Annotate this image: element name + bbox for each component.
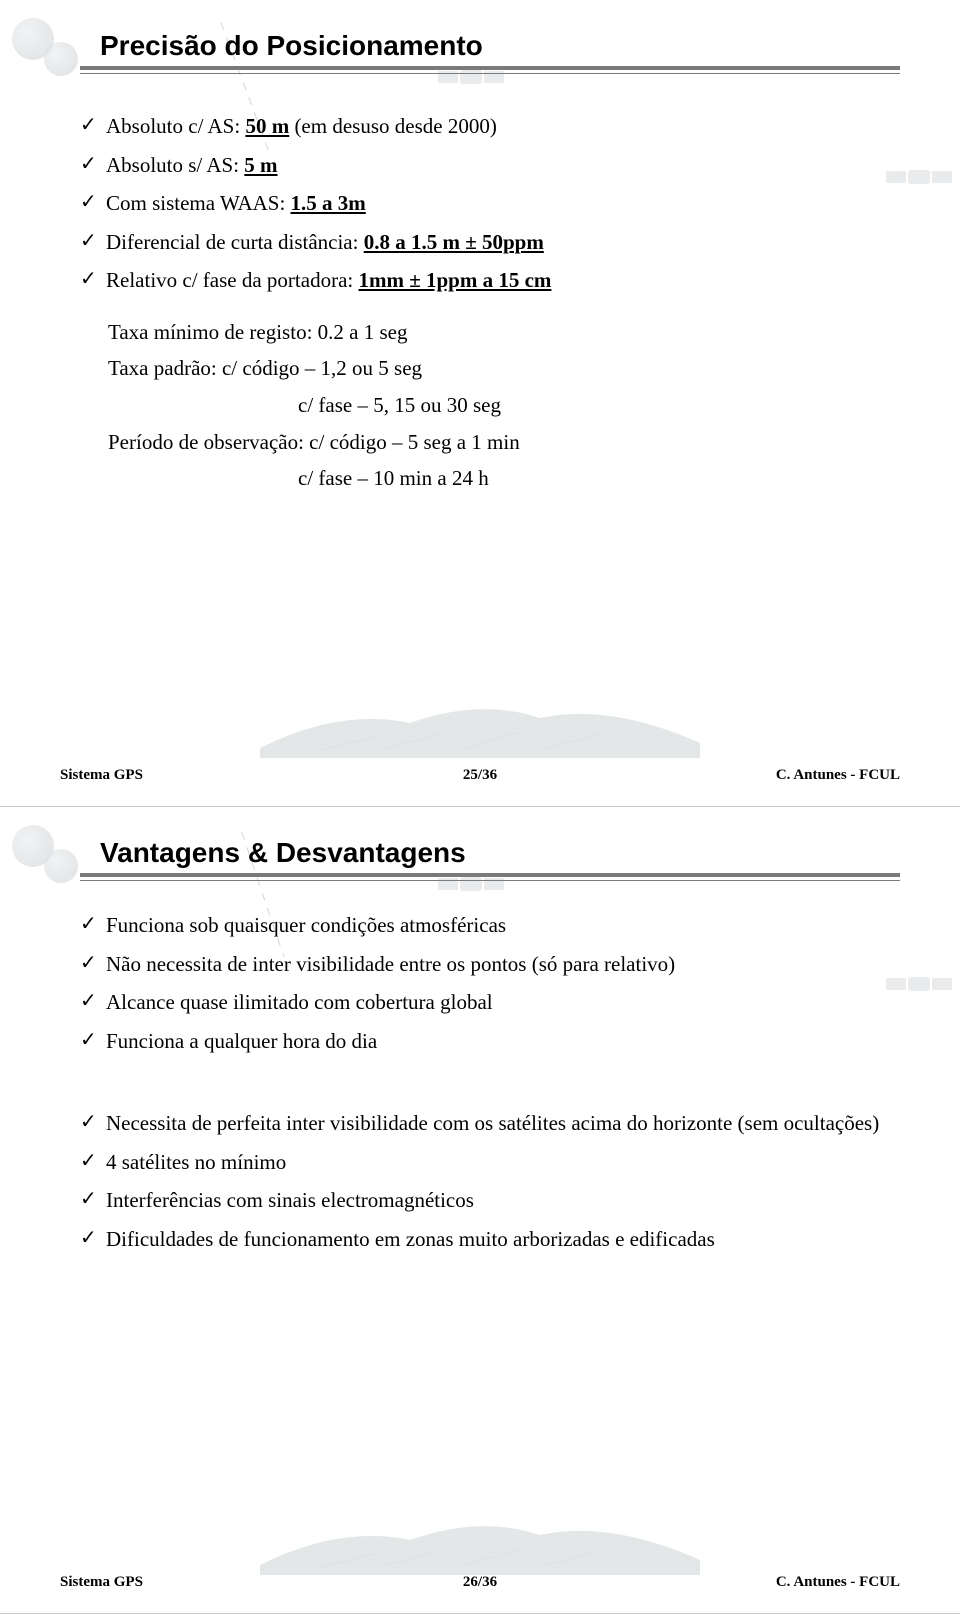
- check-icon: ✓: [80, 226, 106, 257]
- check-icon: ✓: [80, 1146, 106, 1177]
- check-icon: ✓: [80, 948, 106, 979]
- bullet-text: Alcance quase ilimitado com cobertura gl…: [106, 986, 900, 1019]
- advantages-list: ✓ Funciona sob quaisquer condições atmos…: [80, 909, 900, 1057]
- bullet-text: Funciona sob quaisquer condições atmosfé…: [106, 909, 900, 942]
- satellite-icon: [460, 70, 482, 84]
- bullet-value: 5 m: [244, 153, 277, 177]
- slide-content: ✓ Absoluto c/ AS: 50 m (em desuso desde …: [80, 110, 900, 496]
- disadvantages-list: ✓ Necessita de perfeita inter visibilida…: [80, 1107, 900, 1255]
- bullet-item: ✓ Diferencial de curta distância: 0.8 a …: [80, 226, 900, 259]
- sub-details: Taxa mínimo de registo: 0.2 a 1 seg Taxa…: [108, 315, 900, 496]
- slide-footer: Sistema GPS 25/36 C. Antunes - FCUL: [60, 767, 900, 784]
- bullet-prefix: Absoluto s/ AS:: [106, 153, 244, 177]
- satellite-icon: [460, 877, 482, 891]
- bullet-prefix: Com sistema WAAS:: [106, 191, 291, 215]
- slide-title: Precisão do Posicionamento: [100, 30, 900, 62]
- bullet-value: 1.5 a 3m: [291, 191, 366, 215]
- bullet-text: 4 satélites no mínimo: [106, 1146, 900, 1179]
- check-icon: ✓: [80, 264, 106, 295]
- bullet-value: 1mm ± 1ppm a 15 cm: [358, 268, 551, 292]
- footer-page: 25/36: [463, 767, 497, 784]
- sub-line: Período de observação: c/ código – 5 seg…: [108, 425, 900, 460]
- bullet-value: 50 m: [245, 114, 289, 138]
- satellite-icon: [908, 170, 930, 184]
- bullet-suffix: (em desuso desde 2000): [289, 114, 497, 138]
- footer-right: C. Antunes - FCUL: [776, 1574, 900, 1591]
- slide-2: Vantagens & Desvantagens ✓ Funciona sob …: [0, 807, 960, 1614]
- bullet-text: Dificuldades de funcionamento em zonas m…: [106, 1223, 900, 1256]
- check-icon: ✓: [80, 986, 106, 1017]
- bullet-item: ✓ Alcance quase ilimitado com cobertura …: [80, 986, 900, 1019]
- bullet-item: ✓ Não necessita de inter visibilidade en…: [80, 948, 900, 981]
- emblem-icon: [44, 849, 78, 883]
- slide-title: Vantagens & Desvantagens: [100, 837, 900, 869]
- check-icon: ✓: [80, 110, 106, 141]
- footer-left: Sistema GPS: [60, 767, 143, 784]
- bullet-text: Necessita de perfeita inter visibilidade…: [106, 1107, 900, 1140]
- slide-content: ✓ Funciona sob quaisquer condições atmos…: [80, 909, 900, 1255]
- bullet-item: ✓ Relativo c/ fase da portadora: 1mm ± 1…: [80, 264, 900, 297]
- slide-1: Precisão do Posicionamento ✓ Absoluto c/…: [0, 0, 960, 807]
- check-icon: ✓: [80, 1025, 106, 1056]
- bullet-list-precision: ✓ Absoluto c/ AS: 50 m (em desuso desde …: [80, 110, 900, 297]
- check-icon: ✓: [80, 187, 106, 218]
- check-icon: ✓: [80, 909, 106, 940]
- mountain-watermark: [260, 1505, 700, 1575]
- emblem-icon: [44, 42, 78, 76]
- footer-left: Sistema GPS: [60, 1574, 143, 1591]
- bullet-item: ✓ Interferências com sinais electromagné…: [80, 1184, 900, 1217]
- bullet-item: ✓ Absoluto s/ AS: 5 m: [80, 149, 900, 182]
- bullet-prefix: Absoluto c/ AS:: [106, 114, 245, 138]
- bullet-prefix: Relativo c/ fase da portadora:: [106, 268, 358, 292]
- check-icon: ✓: [80, 1107, 106, 1138]
- header-emblems: [12, 18, 82, 88]
- bullet-text: Interferências com sinais electromagnéti…: [106, 1184, 900, 1217]
- bullet-item: ✓ Funciona sob quaisquer condições atmos…: [80, 909, 900, 942]
- satellite-icon: [908, 977, 930, 991]
- footer-right: C. Antunes - FCUL: [776, 767, 900, 784]
- bullet-item: ✓ Com sistema WAAS: 1.5 a 3m: [80, 187, 900, 220]
- sub-line: c/ fase – 10 min a 24 h: [108, 461, 900, 496]
- sub-line: c/ fase – 5, 15 ou 30 seg: [108, 388, 900, 423]
- sub-line: Taxa padrão: c/ código – 1,2 ou 5 seg: [108, 351, 900, 386]
- header-emblems: [12, 825, 82, 895]
- slide-footer: Sistema GPS 26/36 C. Antunes - FCUL: [60, 1574, 900, 1591]
- bullet-prefix: Diferencial de curta distância:: [106, 230, 364, 254]
- mountain-watermark: [260, 688, 700, 758]
- check-icon: ✓: [80, 1223, 106, 1254]
- sub-line: Taxa mínimo de registo: 0.2 a 1 seg: [108, 315, 900, 350]
- bullet-text: Funciona a qualquer hora do dia: [106, 1025, 900, 1058]
- bullet-value: 0.8 a 1.5 m ± 50ppm: [364, 230, 544, 254]
- bullet-item: ✓ Absoluto c/ AS: 50 m (em desuso desde …: [80, 110, 900, 143]
- bullet-item: ✓ Funciona a qualquer hora do dia: [80, 1025, 900, 1058]
- check-icon: ✓: [80, 149, 106, 180]
- bullet-item: ✓ Dificuldades de funcionamento em zonas…: [80, 1223, 900, 1256]
- bullet-item: ✓ 4 satélites no mínimo: [80, 1146, 900, 1179]
- footer-page: 26/36: [463, 1574, 497, 1591]
- check-icon: ✓: [80, 1184, 106, 1215]
- bullet-item: ✓ Necessita de perfeita inter visibilida…: [80, 1107, 900, 1140]
- bullet-text: Não necessita de inter visibilidade entr…: [106, 948, 900, 981]
